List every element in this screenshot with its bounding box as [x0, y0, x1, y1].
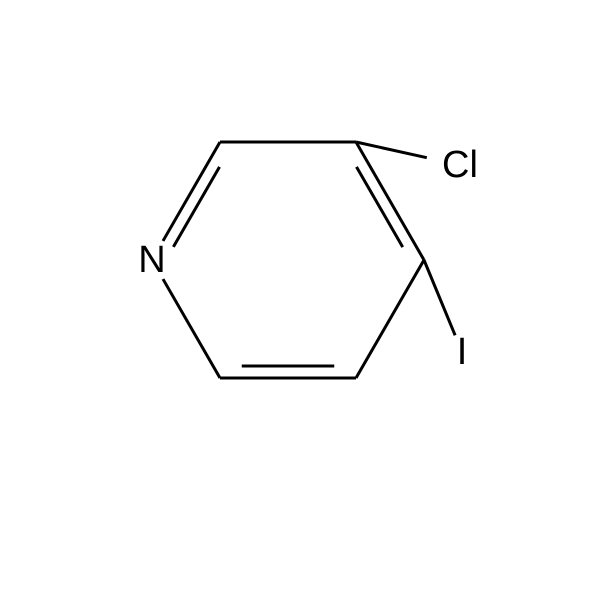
bond	[163, 279, 220, 378]
atom-label-i: I	[457, 331, 468, 373]
atom-label-cl: Cl	[442, 144, 478, 186]
bond	[356, 167, 402, 247]
bond	[356, 260, 424, 378]
molecule-canvas: N Cl I	[0, 0, 600, 600]
bond	[424, 260, 455, 335]
atom-label-n: N	[138, 239, 165, 281]
bond	[356, 142, 427, 158]
bond	[356, 142, 424, 260]
bond	[163, 142, 220, 241]
bond	[173, 167, 219, 247]
